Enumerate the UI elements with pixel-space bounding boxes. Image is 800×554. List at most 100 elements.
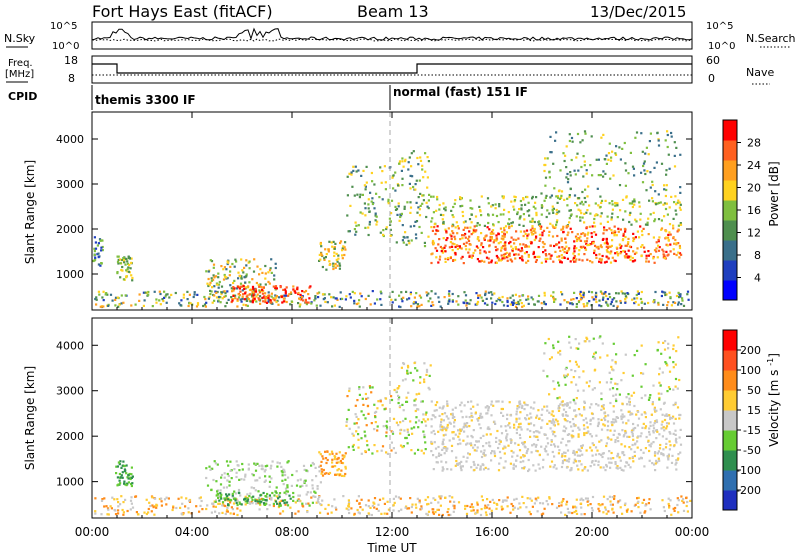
range-gate-cell <box>669 417 672 421</box>
range-gate-cell <box>590 232 593 235</box>
range-gate-cell <box>265 301 269 304</box>
range-gate-cell <box>660 227 664 230</box>
range-gate-cell <box>574 260 577 263</box>
range-gate-cell <box>457 429 460 432</box>
range-gate-cell <box>308 286 311 289</box>
range-gate-cell <box>487 261 491 264</box>
range-gate-cell <box>547 234 551 237</box>
range-gate-cell <box>640 385 643 388</box>
range-gate-cell <box>364 188 367 191</box>
range-gate-cell <box>642 162 646 165</box>
range-gate-cell <box>605 465 608 468</box>
range-gate-cell <box>274 294 277 297</box>
range-gate-cell <box>473 444 476 447</box>
range-gate-cell <box>490 452 493 455</box>
range-gate-cell <box>674 401 677 404</box>
range-gate-cell <box>486 498 489 501</box>
range-gate-cell <box>580 165 583 169</box>
range-gate-cell <box>599 244 603 247</box>
range-gate-cell <box>347 505 351 508</box>
range-gate-cell <box>532 431 535 434</box>
range-gate-cell <box>465 443 468 446</box>
range-gate-cell <box>466 302 469 305</box>
range-gate-cell <box>339 291 342 294</box>
range-gate-cell <box>685 504 688 508</box>
range-gate-cell <box>672 507 675 510</box>
range-gate-cell <box>640 290 643 294</box>
range-gate-cell <box>379 298 382 301</box>
range-gate-cell <box>310 302 313 305</box>
range-gate-cell <box>663 418 667 422</box>
range-gate-cell <box>432 512 435 515</box>
range-gate-cell <box>606 354 609 357</box>
range-gate-cell <box>553 464 556 467</box>
range-gate-cell <box>471 207 474 210</box>
range-gate-cell <box>459 442 462 445</box>
range-gate-cell <box>672 344 675 347</box>
range-gate-cell <box>308 504 311 507</box>
range-gate-cell <box>445 449 448 452</box>
range-gate-cell <box>667 153 670 156</box>
range-gate-cell <box>364 504 368 507</box>
range-gate-cell <box>526 237 529 240</box>
range-gate-cell <box>550 439 553 442</box>
colorbar-segment <box>723 220 737 241</box>
range-gate-cell <box>557 196 560 199</box>
range-gate-cell <box>549 151 552 154</box>
range-gate-cell <box>272 285 275 288</box>
range-gate-cell <box>465 512 469 515</box>
range-gate-cell <box>226 509 229 512</box>
range-gate-cell <box>559 303 562 306</box>
range-gate-cell <box>339 240 343 243</box>
range-gate-cell <box>644 394 647 397</box>
range-gate-cell <box>629 413 632 416</box>
range-gate-cell <box>266 508 269 511</box>
range-gate-cell <box>268 282 271 285</box>
range-gate-cell <box>421 202 424 205</box>
range-gate-cell <box>366 444 369 447</box>
range-gate-cell <box>630 223 633 226</box>
range-gate-cell <box>605 512 608 515</box>
range-gate-cell <box>521 249 524 252</box>
range-gate-cell <box>624 210 627 213</box>
range-gate-cell <box>214 505 217 508</box>
range-gate-cell <box>225 496 228 499</box>
range-gate-cell <box>283 499 287 502</box>
range-gate-cell <box>205 301 208 304</box>
range-gate-cell <box>380 292 383 295</box>
range-gate-cell <box>626 244 629 247</box>
range-gate-cell <box>581 259 584 262</box>
range-gate-cell <box>124 498 127 501</box>
range-gate-cell <box>587 504 590 507</box>
range-gate-cell <box>502 197 505 200</box>
range-gate-cell <box>665 293 668 296</box>
range-gate-cell <box>404 231 407 234</box>
range-gate-cell <box>406 442 409 445</box>
range-gate-cell <box>533 238 536 242</box>
range-gate-cell <box>671 454 674 457</box>
range-gate-cell <box>480 232 483 235</box>
range-gate-cell <box>615 246 618 249</box>
range-gate-cell <box>122 278 125 281</box>
range-gate-cell <box>630 430 633 434</box>
range-gate-cell <box>390 395 393 398</box>
range-gate-cell <box>537 246 540 249</box>
range-gate-cell <box>611 239 614 242</box>
range-gate-cell <box>400 291 403 294</box>
range-gate-cell <box>520 428 523 431</box>
range-gate-cell <box>452 215 455 219</box>
power-scatter <box>92 130 690 309</box>
range-gate-cell <box>567 460 570 463</box>
range-gate-cell <box>373 428 376 431</box>
range-gate-cell <box>256 462 259 465</box>
range-gate-cell <box>633 297 636 300</box>
range-gate-cell <box>535 443 538 447</box>
y-tick-label: 1000 <box>56 476 84 489</box>
range-gate-cell <box>477 294 480 297</box>
range-gate-cell <box>383 502 386 505</box>
range-gate-cell <box>253 258 256 261</box>
range-gate-cell <box>546 375 549 378</box>
range-gate-cell <box>475 292 478 295</box>
range-gate-cell <box>339 459 342 463</box>
range-gate-cell <box>504 241 507 244</box>
